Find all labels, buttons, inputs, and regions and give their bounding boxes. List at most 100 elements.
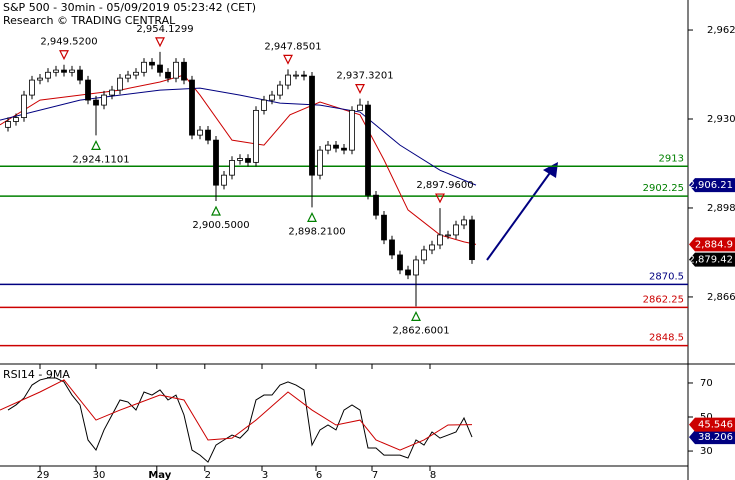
candle-body (397, 254, 403, 271)
extreme-marker (211, 205, 221, 216)
extreme-marker (155, 37, 165, 48)
candle-body (221, 174, 227, 186)
extreme-label: 2,947.8501 (264, 41, 321, 52)
y-tick-label: 30 (700, 446, 713, 457)
price-tag (689, 178, 735, 193)
candle-body (157, 64, 163, 73)
y-tick-label: 70 (700, 378, 713, 389)
candle-body (213, 139, 219, 186)
candle-body (365, 104, 371, 196)
candle-body (197, 129, 203, 136)
price-tag-label: 45.546 (698, 420, 733, 431)
x-tick-label: 7 (372, 470, 378, 480)
extreme-label: 2,897.9600 (416, 180, 473, 191)
candle-body (205, 129, 211, 141)
extreme-label: 2,924.1101 (72, 154, 129, 165)
candle-body (5, 121, 11, 128)
extreme-marker (283, 54, 293, 65)
extreme-label: 2,900.5000 (192, 220, 249, 231)
level-label: 2848.5 (649, 333, 684, 344)
candle-body (301, 74, 307, 77)
candle-body (453, 224, 459, 236)
x-tick-label: May (148, 470, 171, 480)
extreme-label: 2,862.6001 (392, 325, 449, 336)
candle-body (37, 77, 43, 81)
level-label: 2913 (659, 153, 684, 164)
candle-body (69, 69, 75, 73)
candle-body (53, 69, 59, 73)
candle-body (341, 147, 347, 151)
candle-body (421, 249, 427, 261)
candle-body (165, 71, 171, 79)
candle-body (61, 69, 67, 73)
chart-title: S&P 500 - 30min - 05/09/2019 05:23:42 (C… (3, 1, 256, 14)
rsi-line (7, 377, 473, 463)
candle-body (253, 109, 259, 163)
candle-body (45, 71, 51, 79)
y-tick-label: 2,930 (707, 114, 735, 125)
x-tick-label: 2 (205, 470, 211, 480)
candle-body (269, 94, 275, 101)
candle-body (149, 61, 155, 66)
price-tag-label: 2,906.21 (688, 180, 733, 191)
level-label: 2902.25 (643, 183, 684, 194)
price-tag-label: 38.206 (698, 432, 733, 443)
x-tick-label: 30 (93, 470, 106, 480)
price-tag (689, 430, 735, 445)
candle-body (293, 74, 299, 77)
price-tag-label: 2,884.9 (695, 239, 733, 250)
candle-body (181, 61, 187, 81)
candle-body (445, 234, 451, 237)
candle-body (85, 79, 91, 101)
candle-body (93, 99, 99, 106)
extreme-label: 2,954.1299 (136, 24, 193, 35)
extreme-marker (59, 50, 69, 61)
x-tick-label: 29 (37, 470, 50, 480)
candle-body (117, 77, 123, 91)
extreme-label: 2,949.5200 (40, 37, 97, 48)
candle-body (349, 109, 355, 151)
y-tick-label: 2,898 (707, 203, 735, 214)
candle-body (309, 75, 315, 176)
candle-body (173, 61, 179, 79)
candle-body (333, 144, 339, 149)
candle-body (21, 94, 27, 119)
extreme-marker (435, 193, 445, 204)
candle-body (245, 158, 251, 163)
moving-average (0, 87, 477, 186)
candle-body (77, 69, 83, 81)
chart-subtitle: Research © TRADING CENTRAL (3, 14, 176, 27)
candle-body (229, 160, 235, 176)
candle-body (317, 149, 323, 176)
level-label: 2870.5 (649, 271, 684, 282)
candle-body (381, 214, 387, 241)
candle-body (405, 269, 411, 276)
candle-body (141, 61, 147, 73)
candle-body (461, 219, 467, 226)
price-tag (689, 237, 735, 252)
candle-body (13, 117, 19, 122)
rsi-title: RSI14 - 9MA (3, 368, 70, 381)
candle-body (429, 244, 435, 251)
level-label: 2862.25 (643, 294, 684, 305)
extreme-marker (307, 212, 317, 222)
candle-body (389, 239, 395, 256)
extreme-label: 2,898.2100 (288, 226, 345, 237)
x-tick-label: 3 (262, 470, 268, 480)
arrow-shaft (486, 169, 553, 261)
candle-body (189, 79, 195, 136)
candle-body (237, 158, 243, 161)
candle-body (357, 104, 363, 111)
candle-body (437, 234, 443, 246)
candle-body (133, 71, 139, 76)
candle-body (277, 84, 283, 96)
extreme-marker (411, 311, 421, 321)
extreme-marker (355, 84, 365, 94)
candle-body (413, 259, 419, 276)
candle-body (373, 194, 379, 216)
y-tick-label: 2,962 (707, 25, 735, 36)
price-tag (689, 417, 735, 432)
y-tick-label: 2,866 (707, 292, 735, 303)
x-tick-label: 8 (430, 470, 436, 480)
price-tag-label: 2,879.42 (688, 255, 733, 266)
